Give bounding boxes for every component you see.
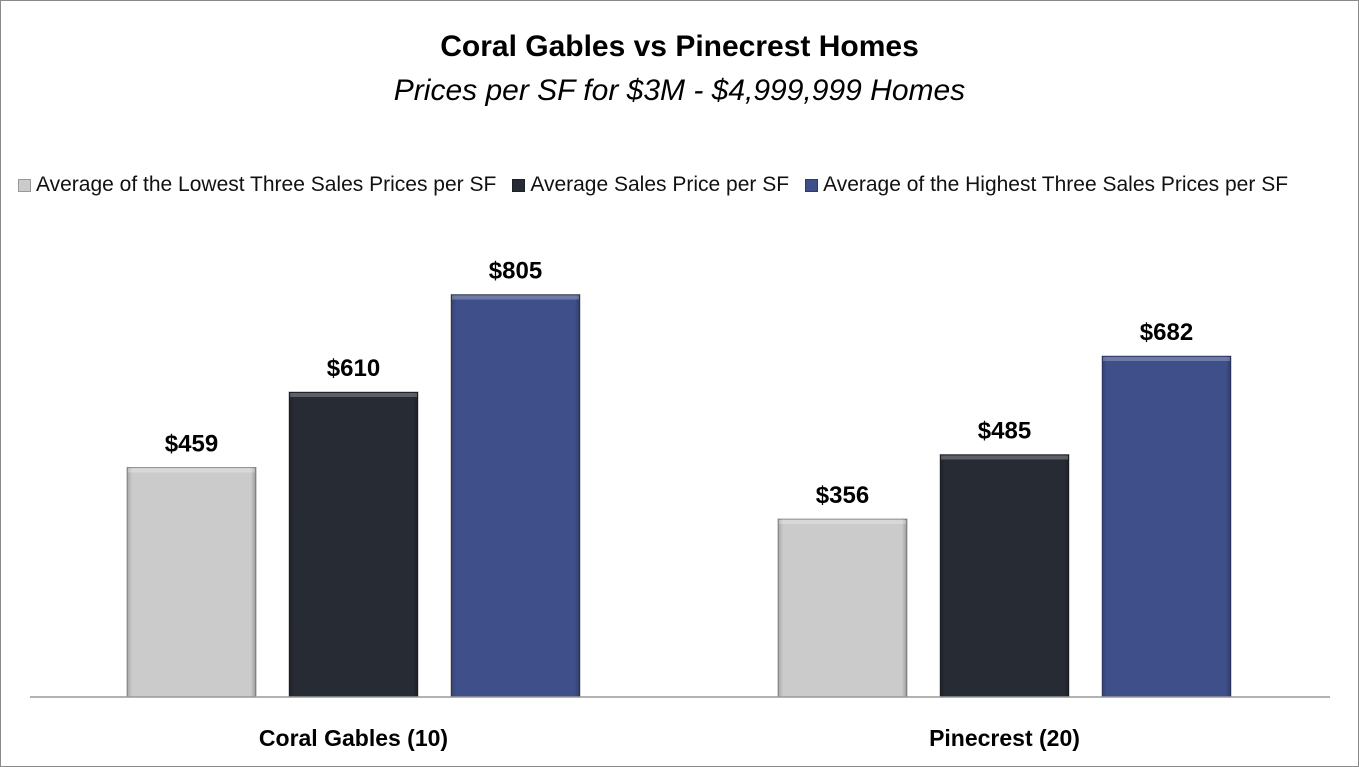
bar-highlight — [290, 393, 417, 397]
x-tick-label: Pinecrest (20) — [929, 725, 1080, 751]
bar-highlight — [128, 468, 255, 473]
bar-highlight — [1103, 357, 1230, 361]
legend-swatch-highest — [805, 178, 819, 192]
legend-label: Average of the Lowest Three Sales Prices… — [36, 173, 497, 196]
bar-highlight — [779, 520, 906, 524]
bar-bevel — [289, 392, 418, 697]
chart-subtitle: Prices per SF for $3M - $4,999,999 Homes — [393, 74, 966, 107]
x-tick-label: Coral Gables (10) — [259, 725, 448, 751]
data-label: $485 — [978, 418, 1031, 445]
legend-item-highest: Average of the Highest Three Sales Price… — [805, 173, 1288, 197]
legend-swatch-average — [512, 178, 526, 192]
legend-item-average: Average Sales Price per SF — [512, 173, 789, 197]
data-label: $682 — [1140, 319, 1193, 346]
bar-highlight — [452, 295, 579, 300]
legend-item-lowest: Average of the Lowest Three Sales Prices… — [18, 173, 496, 197]
data-label: $356 — [816, 482, 869, 509]
legend-label: Average Sales Price per SF — [530, 173, 790, 196]
bar-bevel — [451, 294, 580, 697]
bar-highlight — [941, 455, 1068, 460]
chart-title: Coral Gables vs Pinecrest Homes — [440, 30, 919, 63]
data-label: $805 — [489, 258, 542, 285]
data-label: $610 — [327, 355, 380, 382]
legend: Average of the Lowest Three Sales Prices… — [18, 173, 1358, 197]
bar-bevel — [940, 454, 1069, 697]
bar-bevel — [1102, 356, 1231, 697]
legend-label: Average of the Highest Three Sales Price… — [823, 173, 1289, 196]
bar-bevel — [778, 519, 907, 697]
bar-bevel — [127, 467, 256, 697]
legend-swatch-lowest — [18, 178, 31, 192]
data-label: $459 — [165, 431, 218, 458]
